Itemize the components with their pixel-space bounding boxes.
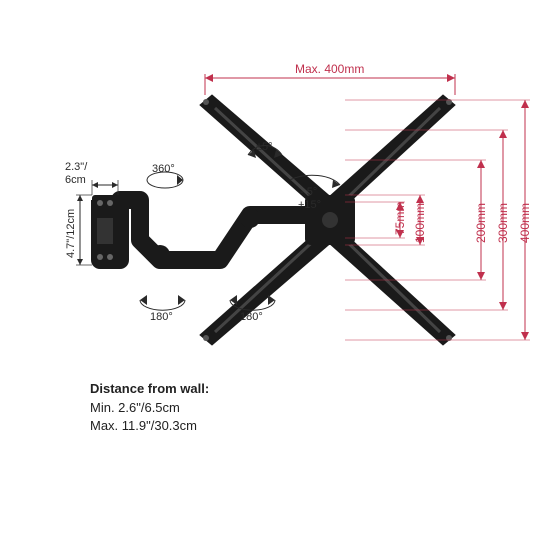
mount-diagram: Max. 400mm 75mm 100mm 200mm 300mm (0, 0, 550, 550)
plate-w2: 6cm (65, 174, 86, 186)
dim-100: 100mm (413, 203, 427, 243)
swivel-180b: 180° (240, 311, 263, 323)
dim-300: 300mm (496, 203, 510, 243)
top-dim-label: Max. 400mm (295, 62, 364, 76)
tilt-mid: - 5° (300, 186, 317, 198)
swivel-360: 360° (152, 163, 175, 175)
vertical-dimensions: 75mm 100mm 200mm 300mm 400mm (345, 100, 532, 340)
top-dimension: Max. 400mm (205, 62, 455, 95)
distance-max: Max. 11.9"/30.3cm (90, 417, 209, 435)
distance-block: Distance from wall: Min. 2.6"/6.5cm Max.… (90, 380, 209, 435)
swivel-180a: 180° (150, 311, 173, 323)
tilt-top: ±5° (256, 141, 273, 153)
plate-w: 2.3"/ (65, 161, 88, 173)
dim-200: 200mm (474, 203, 488, 243)
dim-75: 75mm (393, 202, 407, 235)
dim-400: 400mm (518, 203, 532, 243)
tilt-mid2: +15° (298, 199, 321, 211)
distance-title: Distance from wall: (90, 380, 209, 398)
distance-min: Min. 2.6"/6.5cm (90, 399, 209, 417)
plate-h: 4.7"/12cm (65, 209, 77, 258)
